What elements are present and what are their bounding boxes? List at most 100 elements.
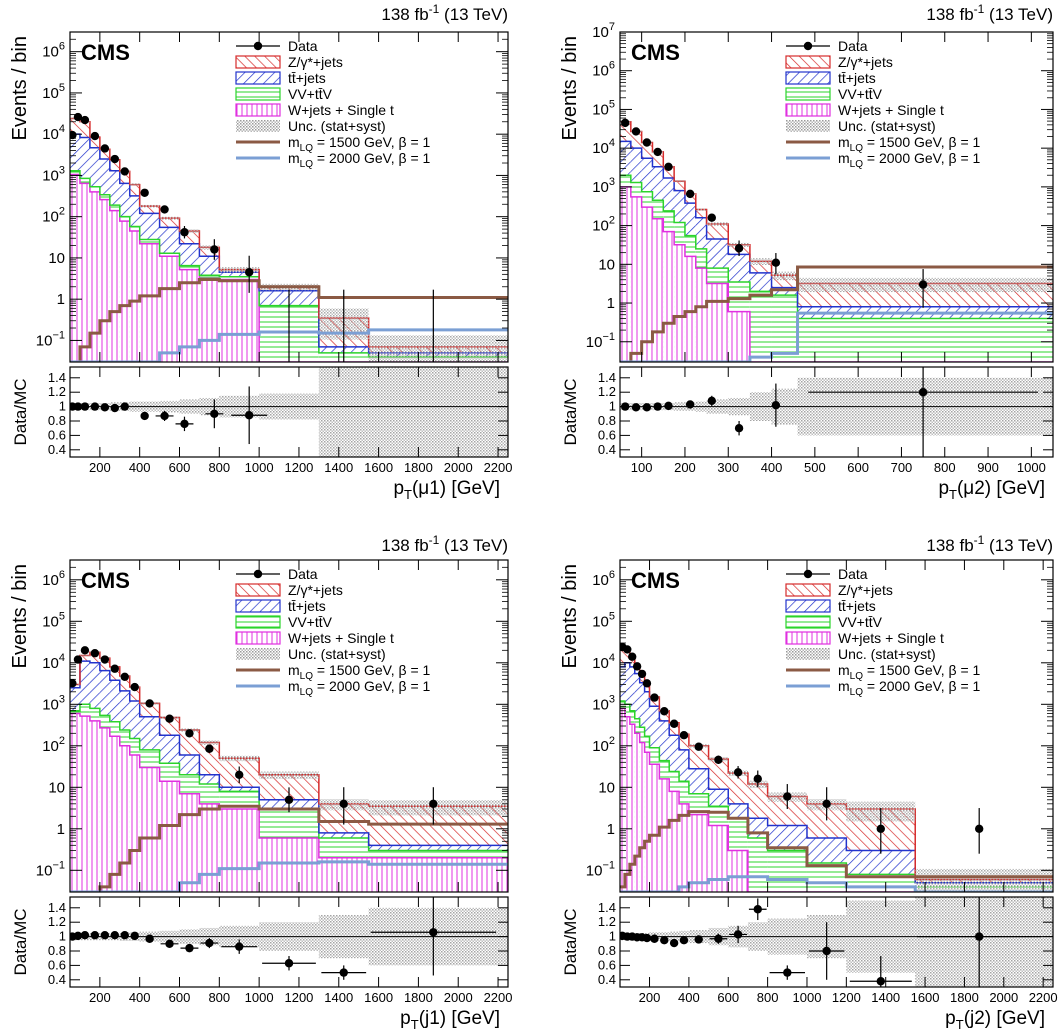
ratio-ytick-label: 1 (59, 929, 66, 944)
xlabel-tail: (μ2) [GeV] (957, 478, 1045, 499)
ratio-point (974, 932, 984, 941)
data-point (660, 707, 669, 716)
ratio-ytick-label: 1.4 (598, 370, 616, 385)
ytick-label: 104 (42, 652, 65, 672)
legend-label-wjets: W+jets + Single t (288, 102, 394, 118)
legend-label-data: Data (288, 566, 318, 582)
data-point (165, 714, 174, 723)
xtick-label: 1400 (324, 460, 353, 475)
data-point (642, 138, 652, 147)
ratio-point (284, 959, 294, 968)
legend-label-wjets: W+jets + Single t (288, 630, 394, 646)
stack-wjets-bar (219, 809, 260, 892)
ratio-ytick-label: 0.4 (48, 972, 66, 987)
unc-band (706, 222, 729, 226)
stack-wjets-bar (663, 231, 675, 362)
lumi-sup: -1 (974, 2, 985, 16)
xtick-label: 800 (208, 990, 230, 1005)
stack-wjets-bar (684, 256, 696, 362)
stack-wjets-bar (89, 720, 100, 892)
ytick-label: 10−1 (586, 331, 615, 351)
xtick-label: 200 (89, 460, 111, 475)
legend-tail: = 1500 GeV, β = 1 (863, 134, 981, 150)
legend-label-zjets: Z/γ*+jets (838, 582, 893, 598)
ytick-label: 104 (42, 123, 65, 143)
legend-swatch-vv (785, 615, 831, 629)
data-point (685, 189, 695, 199)
ratio-point (244, 411, 254, 420)
ratio-point (100, 403, 110, 412)
legend-data-marker (253, 41, 263, 51)
data-point (623, 645, 632, 654)
lumi-label: 138 fb-1 (13 TeV) (926, 533, 1053, 555)
ytick-label: 107 (592, 21, 615, 41)
stack-wjets-bar (708, 825, 729, 892)
ytick-label: 106 (42, 569, 65, 589)
stack-wjets-bar (70, 174, 80, 362)
data-point (974, 824, 984, 834)
stack-wjets-bar (674, 244, 685, 362)
legend-label-lq1500: mLQ = 1500 GeV, β = 1 (838, 662, 981, 682)
ytick-label: 102 (592, 215, 615, 235)
legend-label-lq1500: mLQ = 1500 GeV, β = 1 (838, 134, 981, 154)
unc-band (139, 204, 160, 208)
stack-wjets-bar (659, 778, 670, 892)
stack-wjets-bar (728, 311, 750, 362)
ratio-ytick-label: 0.6 (598, 427, 616, 442)
ratio-point (679, 936, 689, 945)
cms-label: CMS (631, 568, 680, 593)
xtick-label: 2000 (444, 460, 473, 475)
data-point (753, 774, 762, 784)
ytick-label: 10 (598, 256, 615, 273)
legend-swatch-zjets (235, 55, 281, 69)
ytick-label: 1 (57, 821, 65, 838)
ratio-point (80, 402, 90, 411)
unc-band (219, 267, 260, 273)
data-point (80, 115, 90, 125)
main-plot-area (620, 118, 1053, 362)
ytick-exp: 3 (59, 164, 65, 176)
signal_1500-line (620, 265, 1053, 362)
signal_2000-line (620, 311, 1053, 362)
legend-label-unc: Unc. (stat+syst) (838, 118, 936, 134)
xtick-label: 600 (847, 460, 869, 475)
xtick-label: 2200 (1029, 990, 1058, 1005)
xtick-label: 1800 (404, 460, 433, 475)
ytick-label: 103 (42, 693, 65, 713)
data-point (100, 144, 110, 153)
data-point (90, 131, 100, 141)
ytick-exp: 6 (609, 60, 615, 72)
ylabel: Events / bin (9, 36, 31, 141)
xtick-label: 1600 (911, 990, 940, 1005)
ratio-ytick-label: 1 (609, 399, 616, 414)
data-point (140, 188, 149, 197)
ytick-exp: 4 (59, 652, 65, 664)
stack-wjets-bar (139, 767, 160, 892)
legend-swatch-vv (235, 87, 281, 101)
legend-sub: LQ (850, 143, 864, 154)
stack-wjets-bar (641, 207, 653, 362)
data-point (669, 719, 679, 728)
chart-panel-3: 10−1 1 10 102 103 104 105 106 Events / bin 138 fb… (559, 533, 1058, 1032)
legend-data-marker (803, 569, 813, 579)
legend-label-vv: VV+tt̄V (838, 614, 883, 630)
ratio-point (235, 942, 244, 951)
signal_2000-line (70, 860, 508, 892)
legend-label-ttbar: tt̄+jets (288, 70, 326, 86)
ratio-ylabel: Data/MC (561, 378, 580, 445)
ratio-ytick-label: 0.4 (598, 972, 616, 987)
ratio-ytick-label: 1.4 (598, 900, 616, 915)
ytick-label: 105 (42, 610, 65, 630)
stack-wjets-bar (179, 793, 200, 892)
lumi-energy: (13 TeV) (439, 536, 508, 555)
unc-band (368, 800, 508, 816)
stack-wjets-bar (159, 781, 180, 892)
xtick-label: 1600 (364, 990, 393, 1005)
ratio-point (653, 402, 662, 411)
legend-sub: LQ (300, 143, 314, 154)
ratio-point (339, 968, 348, 977)
unc-band (915, 868, 1053, 892)
ratio-plot-area (620, 367, 1053, 457)
ratio-point (100, 930, 110, 940)
ratio-point (120, 402, 129, 411)
